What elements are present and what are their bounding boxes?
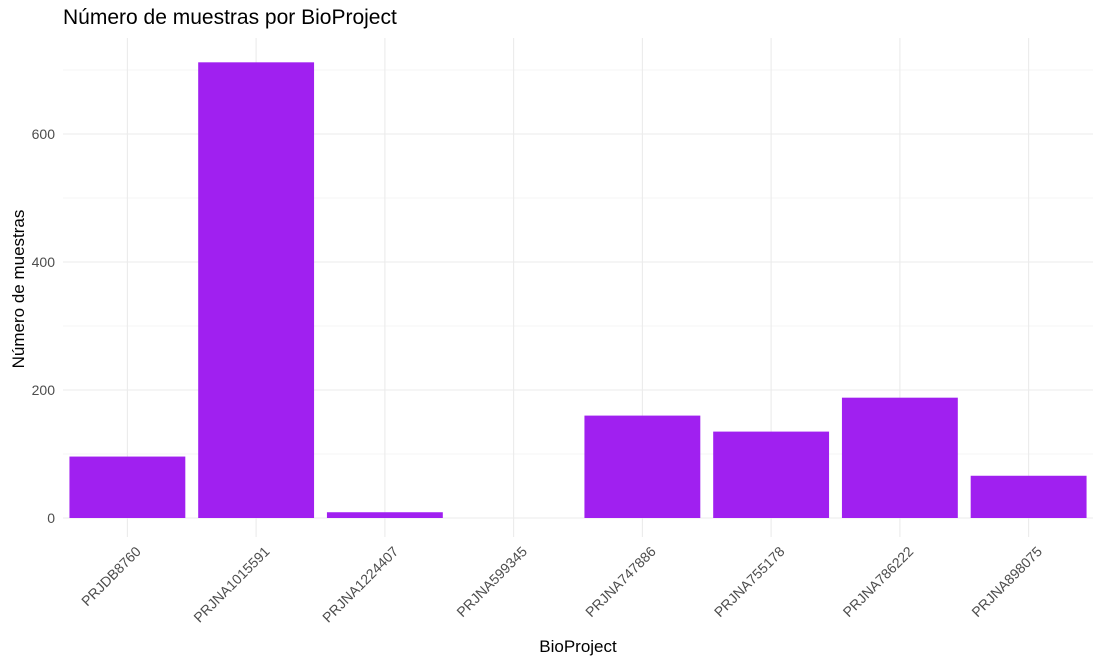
x-tick-label: PRJDB8760	[78, 543, 144, 609]
bar	[326, 512, 443, 518]
x-axis-title: BioProject	[539, 637, 617, 656]
x-tick-label: PRJNA1015591	[190, 543, 272, 625]
y-tick-label: 400	[32, 254, 56, 270]
bar	[69, 456, 186, 518]
bar	[970, 475, 1087, 518]
bar	[584, 415, 701, 518]
x-tick-label: PRJNA599345	[453, 543, 530, 620]
y-axis-ticks: 0 200 400 600	[32, 126, 56, 526]
bars	[69, 62, 1087, 518]
bar	[198, 62, 315, 518]
x-tick-label: PRJNA898075	[968, 543, 1045, 620]
y-axis-title: Número de muestras	[9, 210, 28, 369]
chart-title: Número de muestras por BioProject	[63, 6, 397, 29]
bar	[713, 431, 830, 518]
x-axis-ticks: PRJDB8760 PRJNA1015591 PRJNA1224407 PRJNA59…	[78, 543, 1045, 625]
bar	[841, 397, 958, 518]
x-tick-label: PRJNA1224407	[319, 543, 401, 625]
x-tick-label: PRJNA747886	[582, 543, 659, 620]
y-tick-label: 600	[32, 126, 56, 142]
x-tick-label: PRJNA755178	[711, 543, 788, 620]
y-tick-label: 0	[47, 510, 55, 526]
x-tick-label: PRJNA786222	[840, 543, 917, 620]
y-tick-label: 200	[32, 382, 56, 398]
